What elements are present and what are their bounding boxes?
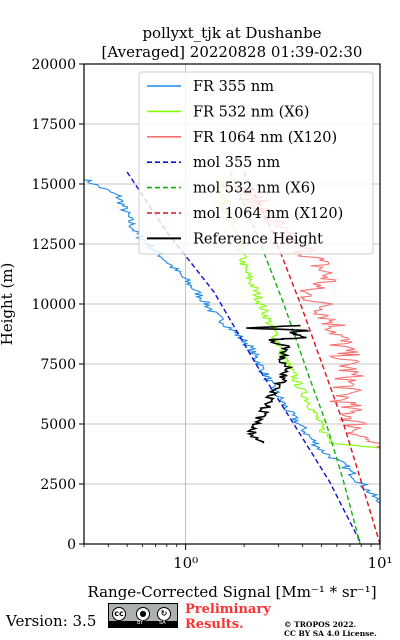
copyright-line-2: CC BY SA 4.0 License. [284, 629, 377, 638]
sa-label: SA [159, 620, 166, 626]
y-tick-label: 20000 [31, 57, 76, 73]
copyright-note: © TROPOS 2022. CC BY SA 4.0 License. [284, 620, 377, 638]
y-tick-label: 7500 [40, 357, 76, 373]
x-tick-label: 10⁰ [173, 554, 198, 572]
chart-title: pollyxt_tjk at Dushanbe [142, 24, 321, 42]
legend-label: FR 532 nm (X6) [193, 104, 309, 120]
y-axis: 0 2500 5000 7500 10000 12500 15000 17500 20000 [31, 57, 84, 553]
series-line-4 [126, 171, 362, 544]
y-tick-label: 5000 [40, 417, 76, 433]
legend-box [138, 71, 374, 255]
y-tick-label: 2500 [40, 477, 76, 493]
preliminary-line-1: Preliminary [185, 602, 271, 617]
series-line-7 [246, 324, 311, 444]
y-tick-label: 15000 [31, 177, 76, 193]
by-label: BY [137, 620, 144, 626]
x-axis: 10⁰ 10¹ [83, 544, 393, 572]
legend-label: FR 1064 nm (X120) [193, 130, 337, 146]
y-tick-label: 12500 [31, 237, 76, 253]
by-icon: ● [136, 607, 150, 621]
legend-label: FR 355 nm [193, 79, 274, 95]
cc-license-badge[interactable]: cc ● ↻ BY SA [108, 603, 178, 628]
legend-label: Reference Height [193, 231, 323, 247]
y-tick-label: 0 [67, 537, 76, 553]
version-label: Version: 3.5 [6, 612, 97, 630]
legend: FR 355 nm FR 532 nm (X6) FR 1064 nm (X120)… [138, 71, 374, 255]
y-axis-label: Height (m) [0, 263, 16, 346]
legend-label: mol 532 nm (X6) [193, 181, 316, 197]
preliminary-note: Preliminary Results. [185, 602, 271, 632]
sa-icon: ↻ [157, 607, 171, 621]
chart-subtitle: [Averaged] 20220828 01:39-02:30 [102, 43, 363, 61]
cc-icon: cc [112, 607, 126, 621]
x-axis-label: Range-Corrected Signal [Mm⁻¹ * sr⁻¹] [87, 583, 376, 601]
copyright-line-1: © TROPOS 2022. [284, 620, 357, 629]
y-tick-label: 10000 [31, 297, 76, 313]
y-tick-label: 17500 [31, 117, 76, 133]
legend-label: mol 1064 nm (X120) [193, 206, 343, 222]
preliminary-line-2: Results. [185, 617, 244, 632]
legend-label: mol 355 nm [193, 155, 280, 171]
license-bar: BY SA [109, 620, 177, 627]
x-tick-label: 10¹ [367, 554, 392, 572]
